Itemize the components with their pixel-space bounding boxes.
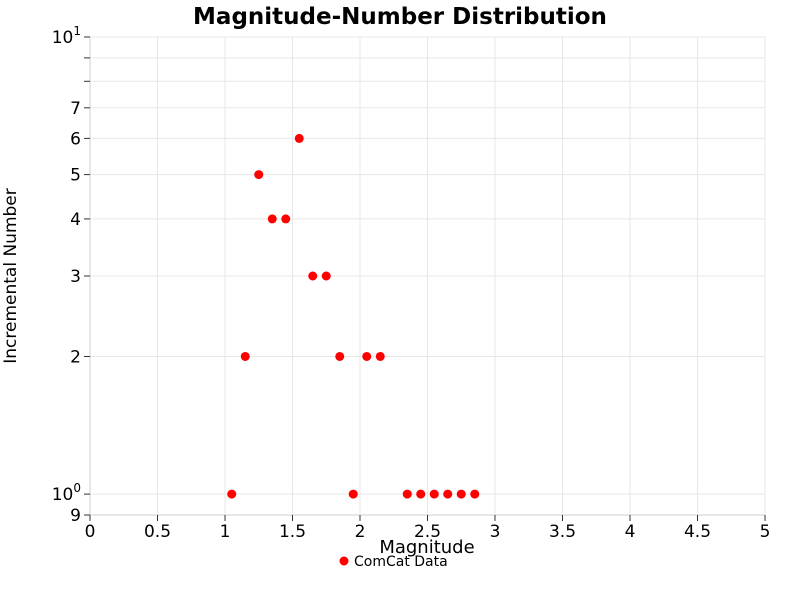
legend[interactable]: ComCat Data [339,554,448,570]
data-point [227,489,237,499]
y-tick-label: 3 [70,267,81,287]
x-tick-label: 4 [625,522,636,542]
data-points [227,133,480,499]
data-point [308,271,318,281]
x-tick-label: 4.5 [684,522,711,542]
data-point [456,489,466,499]
y-tick-label: 9 [70,506,81,526]
data-point [416,489,426,499]
y-tick-label: 2 [70,347,81,367]
y-tick-label: 7 [70,99,81,119]
x-tick-label: 0 [85,522,96,542]
x-tick-label: 1 [220,522,231,542]
data-point [240,351,250,361]
y-axis-title: Incremental Number [1,188,21,364]
data-point [362,351,372,361]
x-tick-label: 5 [760,522,771,542]
y-tick-label: 6 [70,129,81,149]
data-point [321,271,331,281]
data-point [335,351,345,361]
x-tick-label: 0.5 [144,522,171,542]
data-point [294,133,304,143]
data-point [375,351,385,361]
legend-marker-icon [339,556,349,566]
data-point [267,214,277,224]
x-tick-label: 3.5 [549,522,576,542]
y-tick-label: 4 [70,210,81,230]
data-point [281,214,291,224]
data-point [254,170,264,180]
y-tick-label: 101 [52,24,81,48]
y-tick-label: 5 [70,166,81,186]
x-tick-label: 2 [355,522,366,542]
x-tick-label: 2.5 [414,522,441,542]
grid-layer [89,36,766,516]
x-axis-title: Magnitude [379,537,474,558]
data-point [443,489,453,499]
data-point [470,489,480,499]
data-point [348,489,358,499]
y-tick-label: 100 [52,481,81,505]
chart-title: Magnitude-Number Distribution [193,4,607,30]
data-point [402,489,412,499]
legend-label: ComCat Data [354,554,448,570]
x-tick-label: 3 [490,522,501,542]
x-tick-label: 1.5 [279,522,306,542]
data-point [429,489,439,499]
